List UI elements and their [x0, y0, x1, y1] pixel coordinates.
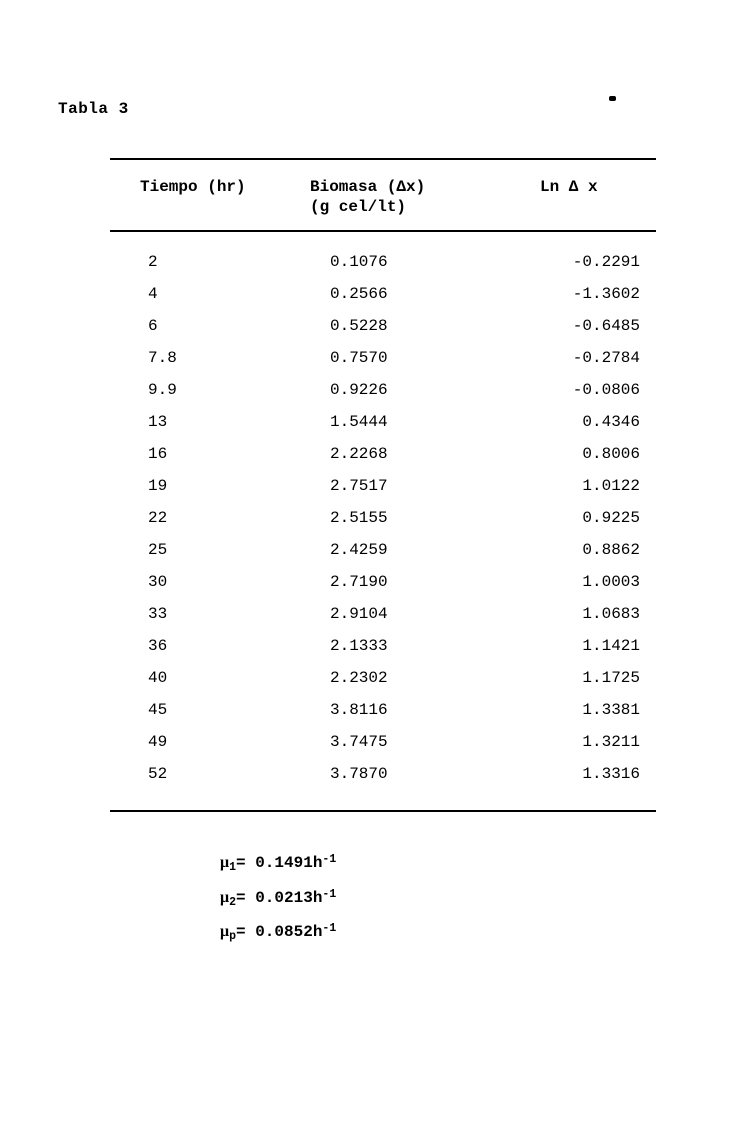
- cell-time: 52: [110, 765, 310, 783]
- table-header-row: Tiempo (hr) Biomasa (Δx) (g cel/lt) Ln Δ…: [110, 160, 656, 230]
- cell-time: 45: [110, 701, 310, 719]
- cell-time: 9.9: [110, 381, 310, 399]
- cell-ln: 1.1421: [510, 637, 650, 655]
- equation-value: = 0.1491: [236, 847, 313, 881]
- equation-value: = 0.0852: [236, 916, 313, 950]
- cell-biomass: 0.1076: [310, 253, 510, 271]
- cell-ln: 0.8862: [510, 541, 650, 559]
- equation-line: μp = 0.0852 h-1: [220, 915, 686, 950]
- table-row: 222.51550.9225: [110, 502, 656, 534]
- cell-time: 33: [110, 605, 310, 623]
- cell-time: 7.8: [110, 349, 310, 367]
- cell-biomass: 3.7475: [310, 733, 510, 751]
- table-row: 402.23021.1725: [110, 662, 656, 694]
- cell-ln: -0.2784: [510, 349, 650, 367]
- cell-ln: 1.0122: [510, 477, 650, 495]
- table-row: 453.81161.3381: [110, 694, 656, 726]
- cell-time: 22: [110, 509, 310, 527]
- cell-biomass: 0.7570: [310, 349, 510, 367]
- equation-unit: h-1: [313, 882, 336, 916]
- table-row: 7.80.7570-0.2784: [110, 342, 656, 374]
- cell-time: 25: [110, 541, 310, 559]
- cell-time: 19: [110, 477, 310, 495]
- cell-biomass: 1.5444: [310, 413, 510, 431]
- cell-biomass: 2.7517: [310, 477, 510, 495]
- table-rule-bottom: [110, 810, 656, 812]
- table-row: 493.74751.3211: [110, 726, 656, 758]
- col-header-biomass-line1: Biomasa (Δx): [310, 178, 510, 196]
- equation-line: μ1 = 0.1491 h-1: [220, 846, 686, 881]
- table-caption: Tabla 3: [58, 100, 686, 118]
- cell-time: 30: [110, 573, 310, 591]
- cell-time: 36: [110, 637, 310, 655]
- cell-biomass: 2.2302: [310, 669, 510, 687]
- cell-ln: -1.3602: [510, 285, 650, 303]
- cell-ln: 0.4346: [510, 413, 650, 431]
- table-row: 302.71901.0003: [110, 566, 656, 598]
- equation-symbol: μ1: [220, 846, 236, 881]
- cell-ln: 1.3381: [510, 701, 650, 719]
- cell-time: 6: [110, 317, 310, 335]
- col-header-biomass-line2: (g cel/lt): [310, 198, 510, 216]
- cell-biomass: 2.5155: [310, 509, 510, 527]
- cell-time: 13: [110, 413, 310, 431]
- cell-ln: 1.3316: [510, 765, 650, 783]
- cell-time: 40: [110, 669, 310, 687]
- equation-symbol: μ2: [220, 881, 236, 916]
- cell-biomass: 2.2268: [310, 445, 510, 463]
- table-row: 40.2566-1.3602: [110, 278, 656, 310]
- table-row: 523.78701.3316: [110, 758, 656, 790]
- cell-ln: 1.1725: [510, 669, 650, 687]
- cell-time: 2: [110, 253, 310, 271]
- table-row: 60.5228-0.6485: [110, 310, 656, 342]
- page: Tabla 3 Tiempo (hr) Biomasa (Δx) (g cel/…: [0, 0, 736, 1141]
- table-row: 192.75171.0122: [110, 470, 656, 502]
- cell-ln: 1.0683: [510, 605, 650, 623]
- col-header-time: Tiempo (hr): [110, 178, 310, 216]
- cell-biomass: 2.4259: [310, 541, 510, 559]
- cell-biomass: 0.5228: [310, 317, 510, 335]
- cell-time: 49: [110, 733, 310, 751]
- cell-biomass: 3.8116: [310, 701, 510, 719]
- cell-time: 16: [110, 445, 310, 463]
- table-row: 332.91041.0683: [110, 598, 656, 630]
- cell-biomass: 0.2566: [310, 285, 510, 303]
- table-row: 252.42590.8862: [110, 534, 656, 566]
- data-table: Tiempo (hr) Biomasa (Δx) (g cel/lt) Ln Δ…: [110, 158, 656, 812]
- cell-biomass: 2.9104: [310, 605, 510, 623]
- equation-unit: h-1: [313, 847, 336, 881]
- equation-line: μ2 = 0.0213 h-1: [220, 881, 686, 916]
- table-row: 362.13331.1421: [110, 630, 656, 662]
- cell-ln: 0.8006: [510, 445, 650, 463]
- artifact-dot: [609, 96, 616, 101]
- cell-ln: -0.0806: [510, 381, 650, 399]
- cell-ln: 1.0003: [510, 573, 650, 591]
- table-row: 162.22680.8006: [110, 438, 656, 470]
- cell-biomass: 2.7190: [310, 573, 510, 591]
- cell-time: 4: [110, 285, 310, 303]
- equation-symbol: μp: [220, 915, 236, 950]
- cell-ln: 1.3211: [510, 733, 650, 751]
- cell-ln: -0.6485: [510, 317, 650, 335]
- cell-ln: -0.2291: [510, 253, 650, 271]
- cell-biomass: 3.7870: [310, 765, 510, 783]
- table-body: 20.1076-0.229140.2566-1.360260.5228-0.64…: [110, 232, 656, 810]
- col-header-biomass: Biomasa (Δx) (g cel/lt): [310, 178, 510, 216]
- col-header-ln: Ln Δ x: [510, 178, 650, 216]
- table-row: 131.54440.4346: [110, 406, 656, 438]
- equation-value: = 0.0213: [236, 882, 313, 916]
- table-row: 20.1076-0.2291: [110, 246, 656, 278]
- equation-unit: h-1: [313, 916, 336, 950]
- footer-equations: μ1 = 0.1491 h-1μ2 = 0.0213 h-1μp = 0.085…: [220, 846, 686, 950]
- cell-biomass: 0.9226: [310, 381, 510, 399]
- table-row: 9.90.9226-0.0806: [110, 374, 656, 406]
- cell-ln: 0.9225: [510, 509, 650, 527]
- cell-biomass: 2.1333: [310, 637, 510, 655]
